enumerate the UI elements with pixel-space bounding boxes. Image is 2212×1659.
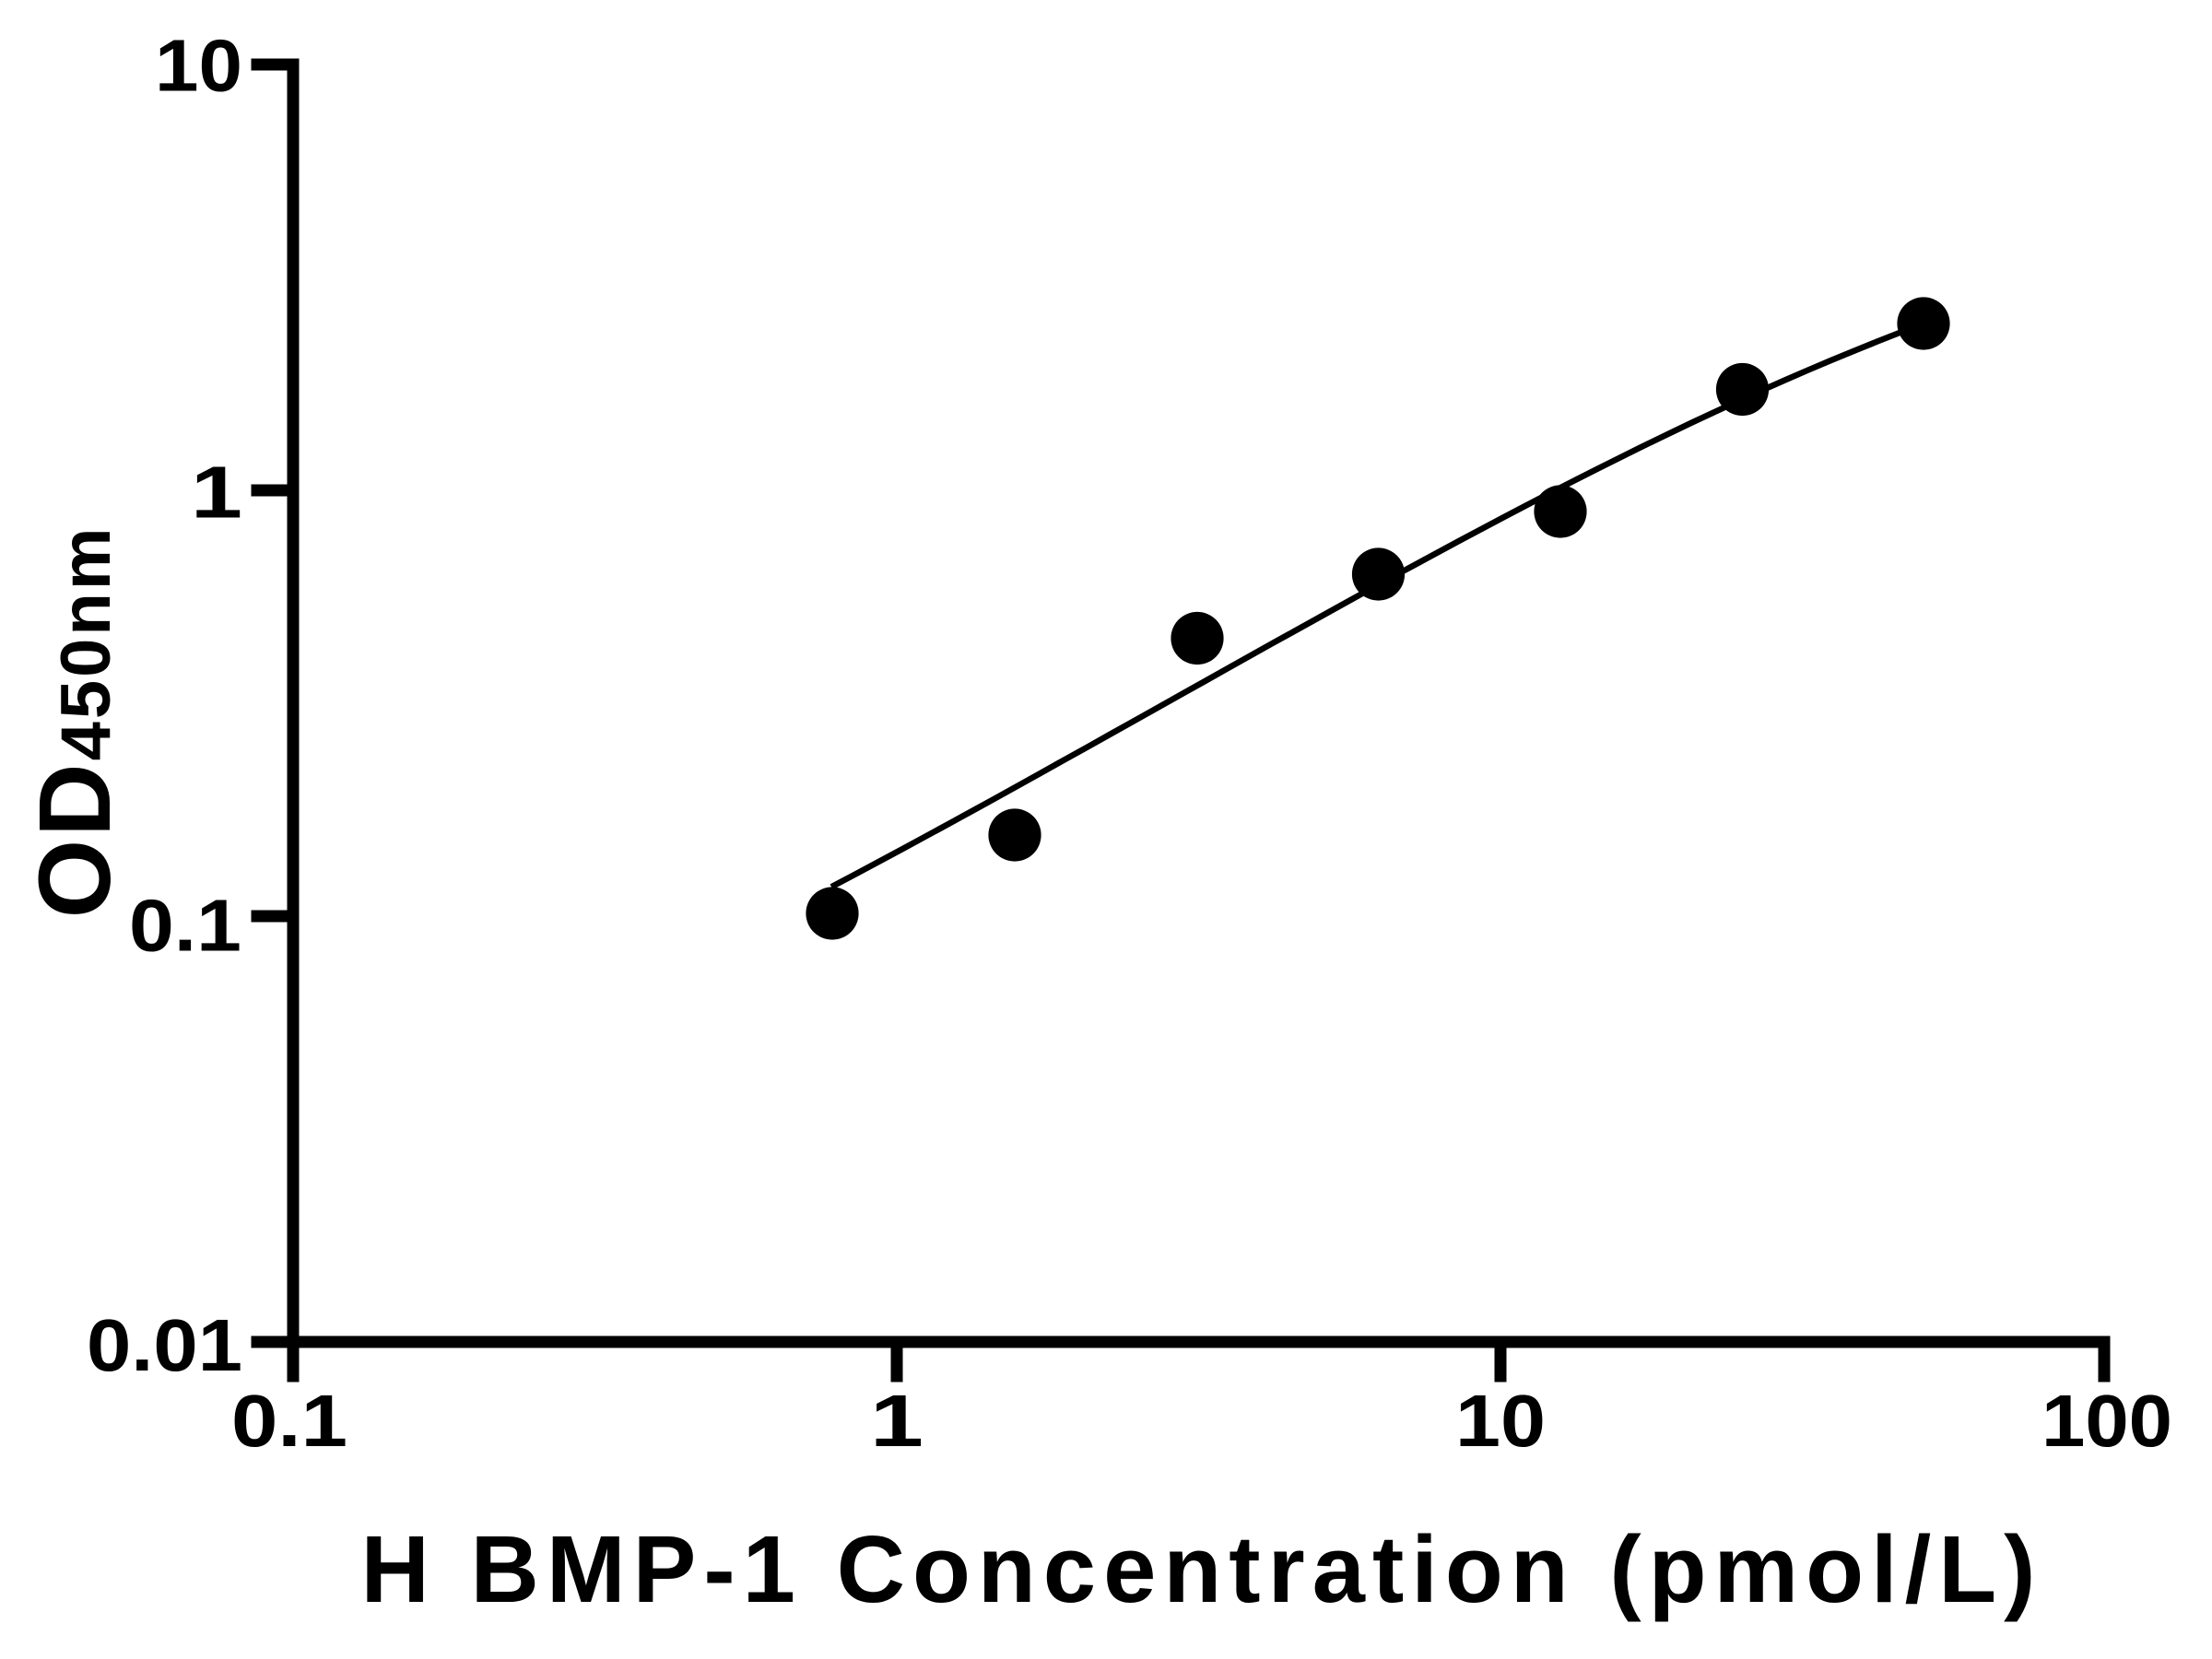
svg-text:1: 1	[191, 452, 242, 534]
svg-text:10: 10	[155, 25, 242, 107]
svg-text:10: 10	[1455, 1380, 1546, 1462]
svg-text:0.1: 0.1	[231, 1380, 347, 1462]
svg-text:H BMP-1 Concentration (pmol/L): H BMP-1 Concentration (pmol/L)	[361, 1516, 2043, 1622]
svg-text:1: 1	[870, 1380, 924, 1462]
svg-text:0.1: 0.1	[129, 885, 241, 967]
svg-text:100: 100	[2041, 1380, 2172, 1462]
svg-text:0.01: 0.01	[87, 1304, 242, 1386]
